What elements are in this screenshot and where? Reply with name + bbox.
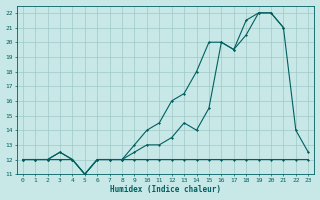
X-axis label: Humidex (Indice chaleur): Humidex (Indice chaleur) [110,185,221,194]
